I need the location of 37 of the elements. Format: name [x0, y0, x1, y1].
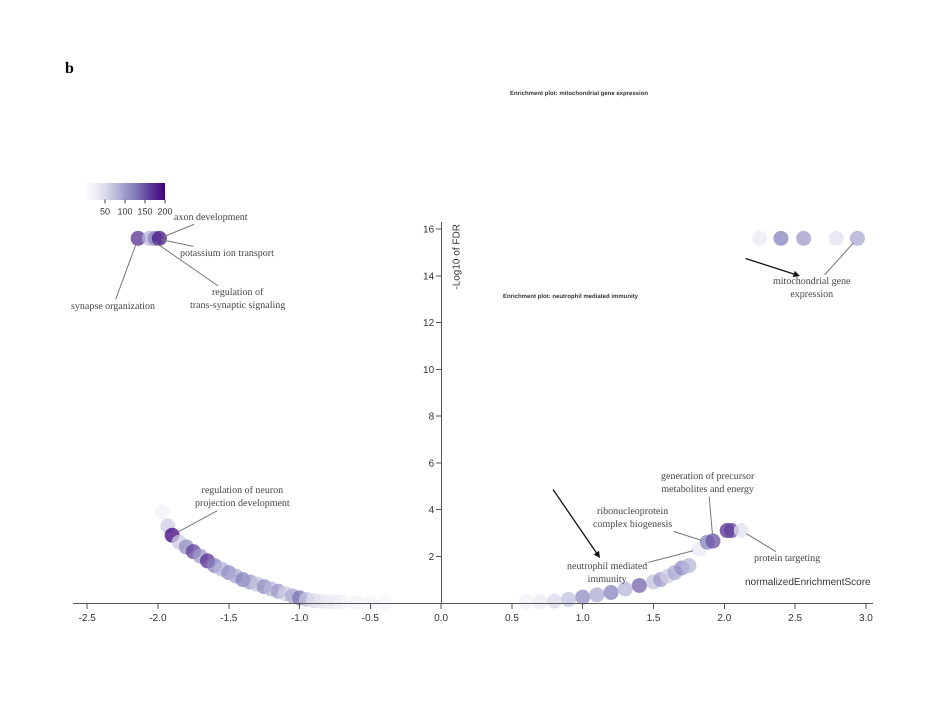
annotation: regulation of neuron projection development: [195, 485, 290, 509]
annotation: mitochondrial gene expression: [773, 276, 852, 300]
annotation: axon development: [174, 212, 248, 223]
y-tick-label: 12: [423, 318, 435, 330]
y-tick-label: 16: [423, 224, 435, 236]
y-tick-label: 14: [423, 271, 435, 282]
color-bar-label: 50: [100, 206, 110, 216]
x-tick-label: 2.5: [788, 613, 803, 624]
y-tick-label: 10: [423, 364, 435, 376]
y-tick-label: 8: [428, 412, 435, 423]
x-tick-label: -1.5: [220, 613, 238, 624]
x-tick-label: -2.0: [149, 613, 168, 624]
annotation: regulation of trans-synaptic signaling: [190, 287, 286, 311]
x-tick-label: 3.0: [858, 613, 874, 624]
annotation: synapse organization: [71, 301, 155, 312]
x-tick-label: 0.5: [504, 613, 520, 624]
x-tick-label: 2.0: [717, 613, 732, 624]
y-tick-label: 4: [428, 505, 435, 516]
x-tick-label: 1.5: [646, 613, 661, 624]
x-axis-title: normalizedEnrichmentScore: [745, 577, 872, 588]
x-tick-label: 0.0: [434, 613, 449, 624]
color-bar-label: 100: [117, 206, 133, 216]
y-tick-label: 2: [428, 552, 435, 563]
annotation: potassium ion transport: [180, 248, 274, 259]
annotation: generation of precursor metabolites and energy: [661, 471, 755, 495]
y-axis-title: -Log10 of FDR: [452, 224, 463, 290]
x-tick-label: -2.5: [78, 613, 96, 624]
x-tick-label: 1.0: [576, 613, 590, 624]
annotation: ribonucleoprotein complex biogenesis: [593, 506, 672, 530]
chart-title: b: [65, 60, 74, 78]
color-bar-label: 200: [157, 206, 173, 216]
x-tick-label: -1.0: [290, 613, 309, 624]
annotation: protein targeting: [754, 553, 820, 564]
color-bar-label: 150: [137, 206, 153, 216]
x-tick-label: -0.5: [362, 613, 380, 624]
annotation: neutrophil mediated immunity: [567, 561, 648, 585]
y-tick-label: 6: [428, 458, 435, 470]
